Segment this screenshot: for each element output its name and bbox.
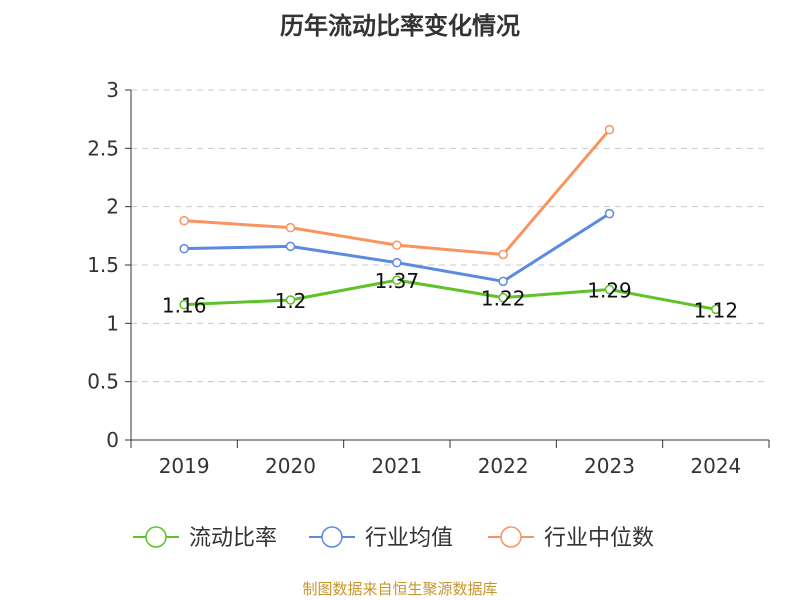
data-point	[392, 240, 402, 250]
y-tick-label: 1	[106, 311, 119, 335]
data-label: 1.37	[375, 269, 420, 293]
data-point	[711, 304, 721, 315]
legend-marker-0	[145, 526, 167, 548]
data-point	[604, 208, 615, 219]
data-point	[392, 275, 402, 285]
data-point	[498, 276, 508, 287]
data-point	[498, 249, 508, 260]
data-point	[604, 284, 615, 295]
data-point	[285, 295, 296, 305]
data-label: 1.2	[275, 289, 307, 313]
data-label: 1.29	[587, 279, 632, 303]
y-tick-label: 0	[106, 428, 119, 452]
data-point	[179, 215, 189, 226]
legend-label-0: 流动比率	[189, 526, 277, 551]
series-line-0	[184, 278, 717, 311]
y-tick-label: 1.5	[87, 253, 119, 277]
legend-label-1: 行业均值	[365, 526, 453, 551]
x-tick-label: 2023	[584, 454, 635, 478]
y-tick-label: 2.5	[87, 136, 119, 160]
x-tick-label: 2020	[265, 454, 316, 478]
x-tick-label: 2021	[371, 454, 422, 478]
data-point	[179, 243, 189, 254]
data-point	[604, 124, 615, 135]
y-tick-label: 0.5	[87, 370, 119, 394]
legend-marker-2	[500, 526, 522, 548]
data-label: 1.16	[162, 294, 207, 318]
source-note: 制图数据来自恒生聚源数据库	[302, 580, 498, 598]
x-tick-label: 2022	[478, 454, 529, 478]
data-point	[285, 241, 296, 252]
legend-label-2: 行业中位数	[544, 526, 654, 551]
legend-marker-1	[321, 526, 343, 548]
chart-title: 历年流动比率变化情况	[280, 12, 520, 40]
data-point	[179, 299, 189, 310]
data-label: 1.22	[481, 287, 526, 311]
y-tick-label: 3	[106, 78, 119, 102]
data-point	[392, 257, 402, 268]
data-point	[498, 292, 508, 303]
y-tick-label: 2	[106, 195, 119, 219]
x-tick-label: 2024	[690, 454, 741, 478]
x-tick-label: 2019	[159, 454, 210, 478]
data-label: 1.12	[694, 298, 739, 322]
data-point	[285, 222, 296, 233]
